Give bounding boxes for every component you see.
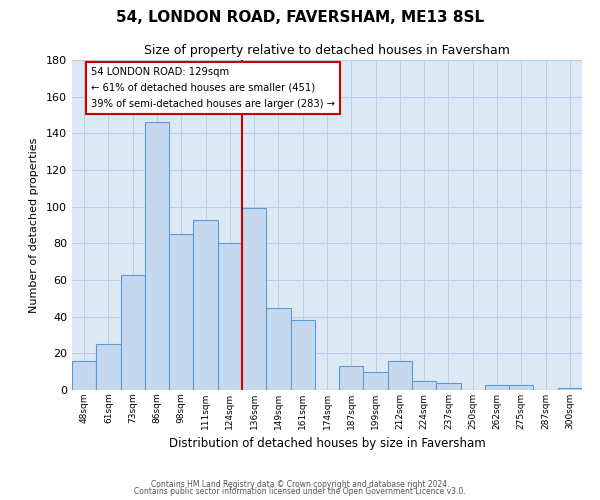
Text: 54, LONDON ROAD, FAVERSHAM, ME13 8SL: 54, LONDON ROAD, FAVERSHAM, ME13 8SL: [116, 10, 484, 25]
Text: Contains HM Land Registry data © Crown copyright and database right 2024.: Contains HM Land Registry data © Crown c…: [151, 480, 449, 489]
Bar: [169, 234, 193, 390]
X-axis label: Distribution of detached houses by size in Faversham: Distribution of detached houses by size …: [169, 438, 485, 450]
Bar: [72, 360, 96, 390]
Bar: [218, 244, 242, 390]
Bar: [412, 381, 436, 390]
Bar: [436, 382, 461, 390]
Bar: [290, 320, 315, 390]
Bar: [121, 274, 145, 390]
Title: Size of property relative to detached houses in Faversham: Size of property relative to detached ho…: [144, 44, 510, 58]
Y-axis label: Number of detached properties: Number of detached properties: [29, 138, 39, 312]
Bar: [364, 372, 388, 390]
Bar: [485, 384, 509, 390]
Bar: [558, 388, 582, 390]
Bar: [509, 384, 533, 390]
Text: 54 LONDON ROAD: 129sqm
← 61% of detached houses are smaller (451)
39% of semi-de: 54 LONDON ROAD: 129sqm ← 61% of detached…: [91, 68, 335, 108]
Bar: [266, 308, 290, 390]
Bar: [193, 220, 218, 390]
Bar: [388, 360, 412, 390]
Text: Contains public sector information licensed under the Open Government Licence v3: Contains public sector information licen…: [134, 487, 466, 496]
Bar: [339, 366, 364, 390]
Bar: [145, 122, 169, 390]
Bar: [96, 344, 121, 390]
Bar: [242, 208, 266, 390]
